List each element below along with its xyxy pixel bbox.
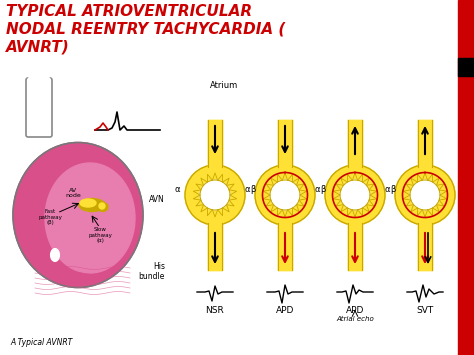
Text: AV
node: AV node [65,187,81,198]
Text: β: β [250,186,255,195]
Bar [208,223,222,270]
Ellipse shape [51,248,60,262]
Circle shape [395,165,455,225]
Bar [348,120,362,167]
Bar [278,120,292,165]
Ellipse shape [98,202,108,212]
Text: NODAL REENTRY TACHYCARDIA (: NODAL REENTRY TACHYCARDIA ( [6,22,285,37]
Ellipse shape [80,199,96,207]
Circle shape [255,165,315,225]
Bar [278,120,292,167]
Text: His
bundle: His bundle [138,262,165,282]
Circle shape [340,180,370,210]
Bar [458,0,474,355]
Ellipse shape [45,163,135,273]
Text: β: β [460,186,465,195]
Text: APD: APD [346,306,364,315]
Bar [55,90,69,130]
Text: β: β [320,186,326,195]
Text: AVN: AVN [149,196,165,204]
Text: β: β [390,186,396,195]
Text: α: α [384,186,390,195]
Text: α: α [314,186,320,195]
Ellipse shape [79,198,105,212]
Circle shape [185,165,245,225]
Bar [278,223,292,270]
Bar [278,225,292,270]
Bar [418,120,432,167]
Bar [458,58,474,76]
Bar [208,225,222,270]
Text: NSR: NSR [206,306,224,315]
Circle shape [410,180,440,210]
Text: α: α [174,186,180,195]
Text: AVNRT): AVNRT) [6,40,70,55]
Text: APD: APD [276,306,294,315]
Bar [208,120,222,165]
Bar [418,225,432,270]
Bar [208,120,222,167]
Circle shape [200,180,230,210]
Text: α: α [244,186,250,195]
Circle shape [325,165,385,225]
Text: SVT: SVT [416,306,434,315]
Text: Atrial echo: Atrial echo [336,316,374,322]
FancyBboxPatch shape [26,78,52,137]
Text: Slow
pathway
(α): Slow pathway (α) [88,227,112,243]
Ellipse shape [13,142,143,288]
Bar [348,223,362,270]
Ellipse shape [28,75,50,85]
Circle shape [270,180,300,210]
Bar [348,120,362,165]
Text: TYPICAL ATRIOVENTRICULAR: TYPICAL ATRIOVENTRICULAR [6,4,252,19]
Bar [418,223,432,270]
Bar [348,225,362,270]
Ellipse shape [99,203,105,209]
Bar [418,120,432,165]
Text: Fast
pathway
(β): Fast pathway (β) [38,209,62,225]
Text: Atrium: Atrium [210,81,238,90]
Text: A Typical AVNRT: A Typical AVNRT [10,338,72,347]
